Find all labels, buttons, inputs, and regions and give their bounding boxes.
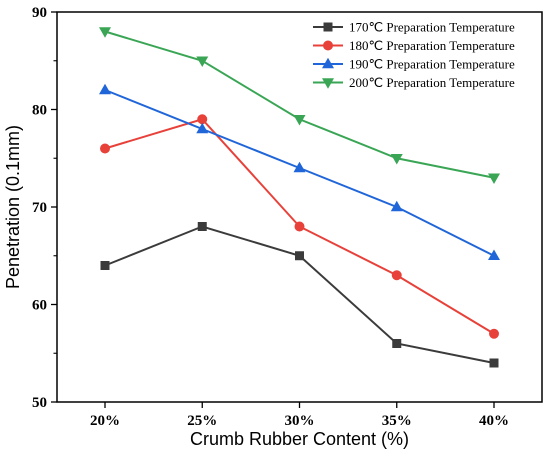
data-point xyxy=(489,358,499,368)
series-group xyxy=(100,114,499,339)
legend-label: 170℃ Preparation Temperature xyxy=(349,20,515,35)
x-tick-label: 30% xyxy=(285,413,315,429)
x-tick-label: 35% xyxy=(382,413,412,429)
data-point xyxy=(196,56,209,67)
legend-label: 180℃ Preparation Temperature xyxy=(349,38,515,53)
legend-marker xyxy=(322,78,334,89)
y-tick-label: 60 xyxy=(32,298,47,314)
data-point xyxy=(489,328,499,339)
series-line xyxy=(104,225,495,364)
data-point xyxy=(295,251,304,261)
data-point xyxy=(197,222,207,231)
y-tick-label: 70 xyxy=(32,200,47,216)
legend-entry: 190℃ Preparation Temperature xyxy=(313,57,515,72)
legend-entry: 200℃ Preparation Temperature xyxy=(313,75,515,90)
legend-marker xyxy=(323,22,333,32)
data-point xyxy=(293,161,306,173)
data-point xyxy=(391,270,402,281)
y-tick-label: 80 xyxy=(32,103,47,119)
series-group xyxy=(99,83,500,260)
data-point xyxy=(99,83,111,95)
data-point xyxy=(293,115,306,126)
legend-marker xyxy=(322,57,334,69)
x-tick-label: 25% xyxy=(187,413,217,429)
data-point xyxy=(390,200,403,212)
data-point xyxy=(488,249,500,260)
data-point xyxy=(197,114,208,125)
y-tick-label: 90 xyxy=(32,5,47,21)
data-point xyxy=(392,339,402,348)
data-point xyxy=(99,27,111,38)
legend-entry: 180℃ Preparation Temperature xyxy=(313,38,515,53)
series-line xyxy=(104,30,495,179)
series-group xyxy=(99,27,500,184)
data-point xyxy=(294,221,305,232)
series-group xyxy=(100,222,499,368)
legend-marker xyxy=(323,40,333,51)
data-point xyxy=(488,173,500,184)
plot-area xyxy=(99,27,500,368)
x-axis-title: Crumb Rubber Content (%) xyxy=(190,429,409,449)
x-tick-label: 20% xyxy=(90,413,120,429)
legend: 170℃ Preparation Temperature 180℃ Prepara… xyxy=(313,20,515,90)
y-axis-title: Penetration (0.1mm) xyxy=(3,125,23,289)
data-point xyxy=(390,154,403,165)
data-point xyxy=(100,143,110,154)
legend-label: 190℃ Preparation Temperature xyxy=(349,57,515,72)
data-point xyxy=(196,122,209,134)
legend-entry: 170℃ Preparation Temperature xyxy=(313,20,515,35)
y-tick-label: 50 xyxy=(32,395,47,411)
data-point xyxy=(100,261,110,270)
x-tick-label: 40% xyxy=(479,413,509,429)
legend-label: 200℃ Preparation Temperature xyxy=(349,75,515,90)
axes: 50 60 70 80 90 20% 25% 30% 35% 40% xyxy=(32,5,543,429)
